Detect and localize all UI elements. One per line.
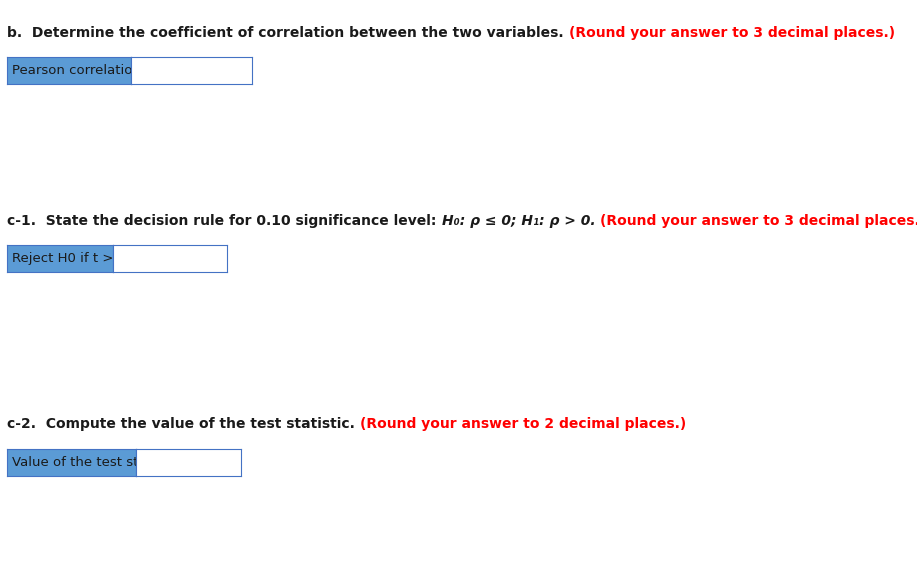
- Text: (Round your answer to 2 decimal places.): (Round your answer to 2 decimal places.): [360, 417, 686, 431]
- Text: Reject H0 if t >: Reject H0 if t >: [12, 252, 117, 265]
- Text: Value of the test statistic: Value of the test statistic: [13, 456, 179, 469]
- Text: (Round your answer to 3 decimal places.): (Round your answer to 3 decimal places.): [600, 214, 917, 228]
- Text: (Round your answer to 3 decimal places.): (Round your answer to 3 decimal places.): [569, 26, 895, 40]
- Text: b.  Determine the coefficient of correlation between the two variables.: b. Determine the coefficient of correlat…: [7, 26, 569, 40]
- Text: c-1.  State the decision rule for 0.10 significance level:: c-1. State the decision rule for 0.10 si…: [7, 214, 442, 228]
- Text: H₀: ρ ≤ 0; H₁: ρ > 0.: H₀: ρ ≤ 0; H₁: ρ > 0.: [442, 214, 600, 228]
- Text: Pearson correlation: Pearson correlation: [12, 64, 141, 77]
- Text: c-2.  Compute the value of the test statistic.: c-2. Compute the value of the test stati…: [7, 417, 360, 431]
